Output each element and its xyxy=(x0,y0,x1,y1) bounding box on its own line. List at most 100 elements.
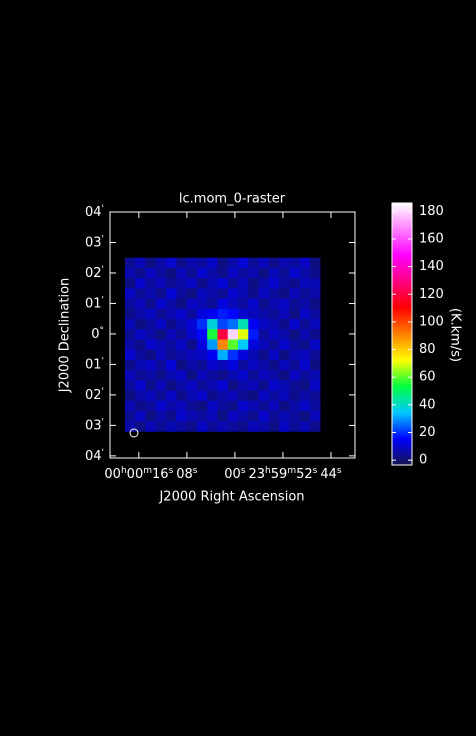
pixel xyxy=(207,298,218,310)
pixel xyxy=(227,267,239,279)
pixel xyxy=(166,370,177,381)
pixel xyxy=(248,411,259,422)
pixel xyxy=(299,288,311,299)
pixel xyxy=(289,370,300,381)
pixel xyxy=(279,298,290,310)
pixel xyxy=(227,319,239,330)
pixel xyxy=(196,308,208,320)
pixel xyxy=(125,380,136,391)
pixel xyxy=(196,400,208,412)
y-tick-label: 04' xyxy=(85,448,104,464)
pixel xyxy=(196,411,208,422)
pixel xyxy=(166,308,177,320)
pixel xyxy=(176,308,187,320)
pixel xyxy=(145,339,157,351)
pixel xyxy=(227,390,239,402)
pixel xyxy=(248,400,259,412)
pixel xyxy=(289,421,300,432)
y-tick-label: 03' xyxy=(85,417,104,433)
pixel xyxy=(145,288,157,299)
pixel xyxy=(237,288,249,299)
pixel xyxy=(176,298,187,310)
pixel xyxy=(145,319,157,330)
pixel xyxy=(279,370,290,381)
pixel xyxy=(268,390,280,402)
pixel xyxy=(279,257,290,269)
colorbar-tick-label: 40 xyxy=(419,397,436,412)
pixel xyxy=(217,380,229,391)
colorbar-tick-label: 100 xyxy=(419,314,444,329)
pixel xyxy=(258,400,270,412)
pixel xyxy=(279,411,290,422)
pixel xyxy=(217,267,229,279)
pixel xyxy=(299,298,311,310)
pixel xyxy=(207,421,218,432)
pixel xyxy=(289,390,300,402)
pixel xyxy=(258,278,270,289)
colorbar-label: (K.km/s) xyxy=(448,308,463,362)
pixel xyxy=(145,359,157,371)
pixel xyxy=(237,421,249,432)
pixel xyxy=(279,319,290,330)
pixel xyxy=(207,370,218,381)
pixel xyxy=(299,257,311,269)
pixel xyxy=(237,349,249,361)
pixel xyxy=(248,421,259,432)
pixel xyxy=(155,411,167,422)
pixel xyxy=(166,400,177,412)
pixel xyxy=(125,370,136,381)
pixel xyxy=(309,400,321,412)
pixel xyxy=(248,278,259,289)
pixel xyxy=(299,329,311,340)
pixel xyxy=(227,380,239,391)
pixel xyxy=(248,267,259,279)
pixel xyxy=(145,421,157,432)
pixel xyxy=(145,278,157,289)
pixel xyxy=(237,390,249,402)
pixel xyxy=(258,359,270,371)
pixel xyxy=(237,308,249,320)
pixel xyxy=(279,400,290,412)
pixel xyxy=(166,359,177,371)
pixel xyxy=(145,380,157,391)
pixel xyxy=(289,288,300,299)
pixel xyxy=(196,257,208,269)
pixel xyxy=(125,339,136,351)
pixel xyxy=(268,278,280,289)
pixel xyxy=(309,421,321,432)
pixel xyxy=(268,288,280,299)
pixel xyxy=(176,278,187,289)
pixel xyxy=(176,288,187,299)
pixel xyxy=(268,329,280,340)
pixel xyxy=(309,257,321,269)
colorbar-tick-label: 0 xyxy=(419,453,427,468)
pixel xyxy=(125,278,136,289)
pixel xyxy=(299,267,311,279)
pixel xyxy=(176,390,187,402)
pixel xyxy=(186,349,198,361)
pixel xyxy=(299,380,311,391)
pixel xyxy=(166,298,177,310)
pixel xyxy=(125,359,136,371)
pixel xyxy=(217,390,229,402)
pixel xyxy=(135,380,146,391)
pixel xyxy=(155,267,167,279)
pixel xyxy=(207,411,218,422)
pixel xyxy=(125,390,136,402)
pixel xyxy=(186,329,198,340)
pixel xyxy=(186,390,198,402)
pixel xyxy=(289,411,300,422)
pixel xyxy=(186,411,198,422)
pixel xyxy=(176,380,187,391)
pixel xyxy=(135,288,146,299)
pixel xyxy=(217,349,229,361)
pixel xyxy=(145,390,157,402)
pixel xyxy=(309,349,321,361)
pixel xyxy=(309,390,321,402)
pixel xyxy=(217,298,229,310)
pixel xyxy=(299,400,311,412)
pixel xyxy=(258,288,270,299)
pixel xyxy=(248,339,259,351)
pixel xyxy=(217,421,229,432)
pixel xyxy=(279,308,290,320)
